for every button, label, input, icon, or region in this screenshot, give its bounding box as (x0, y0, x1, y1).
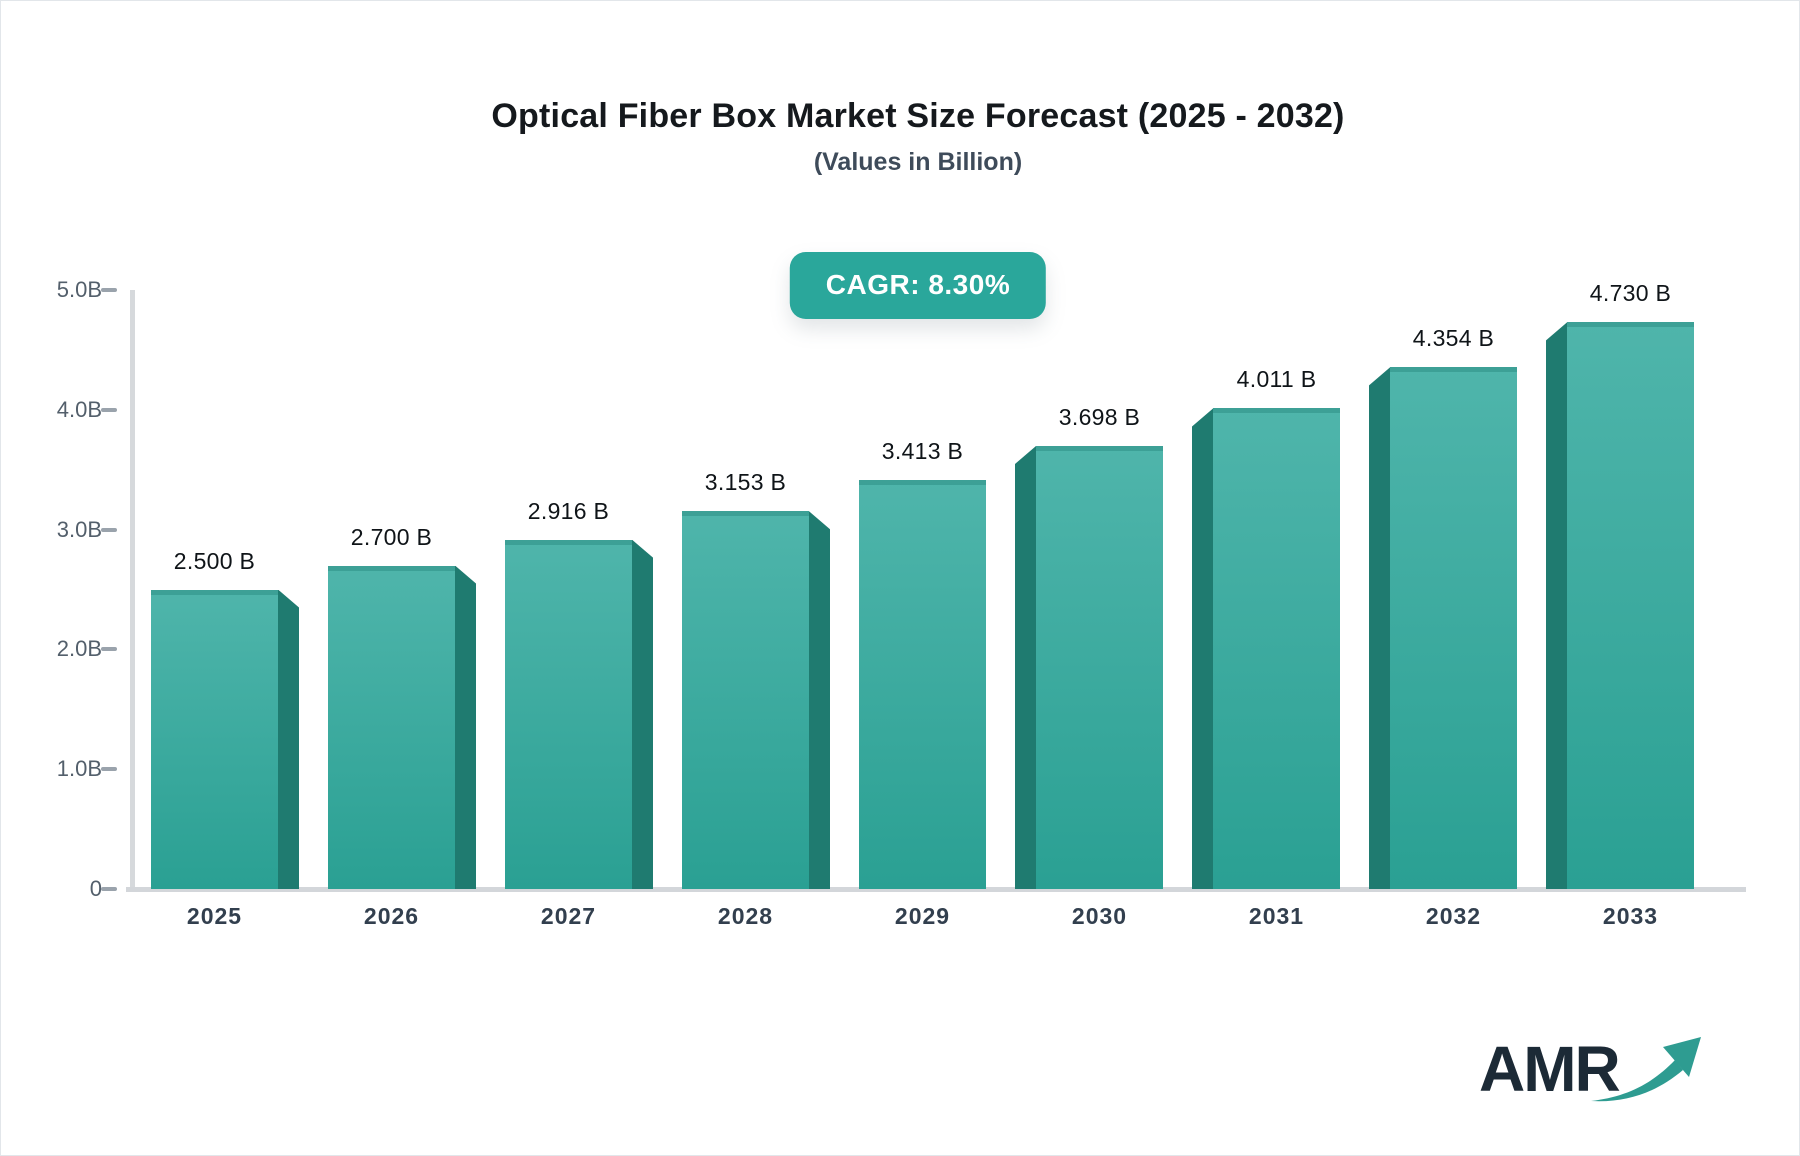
x-tick-label: 2029 (894, 903, 951, 929)
y-tick-label: 2.0B (56, 636, 102, 662)
bar-value-label: 3.153 B (704, 469, 787, 496)
y-tick-dash (101, 288, 117, 292)
bar-face (151, 589, 278, 889)
bar-face (505, 539, 632, 889)
y-tick-label: 1.0B (56, 756, 102, 782)
x-tick-label: 2030 (1071, 903, 1128, 929)
bar-side (455, 565, 476, 889)
bar-value-label: 3.413 B (881, 438, 964, 465)
y-tick-label: 4.0B (56, 396, 102, 422)
bar-face (1036, 445, 1163, 889)
bar-side (1369, 367, 1390, 889)
bar-side (1015, 445, 1036, 889)
growth-arrow-icon (1591, 1037, 1701, 1102)
bar-side (278, 589, 299, 889)
bar-face (1390, 367, 1517, 889)
x-tick-label: 2028 (717, 903, 774, 929)
bar-side (809, 511, 830, 889)
x-tick-label: 2031 (1248, 903, 1305, 929)
bar-value-label: 4.730 B (1589, 280, 1672, 307)
chart-title: Optical Fiber Box Market Size Forecast (… (491, 97, 1345, 135)
cagr-badge: CAGR: 8.30% (789, 252, 1047, 319)
x-tick-label: 2025 (186, 903, 243, 929)
amr-logo-text: AMR (1479, 1033, 1621, 1105)
x-axis-line (126, 887, 1746, 892)
bar-value-label: 3.698 B (1058, 403, 1141, 430)
bar-value-label: 4.354 B (1412, 325, 1495, 352)
y-tick-label: 3.0B (56, 516, 102, 542)
y-tick-label: 0 (89, 876, 102, 901)
y-tick-label: 5.0B (56, 277, 102, 302)
bar-face (859, 480, 986, 889)
bar-side (1546, 322, 1567, 889)
y-axis-line (130, 290, 135, 891)
y-tick-dash (101, 647, 117, 652)
y-tick-dash (101, 887, 117, 891)
bar-value-label: 2.500 B (173, 547, 256, 574)
chart-subtitle: (Values in Billion) (813, 148, 1023, 176)
bar-side (632, 539, 653, 889)
bar-face (682, 511, 809, 889)
amr-logo: AMR (1479, 1033, 1701, 1113)
bar-value-label: 4.011 B (1236, 366, 1317, 393)
plot-area: 5.0B 4.0B 3.0B 2.0B 1.0B 0 2.500 B 2025 2.700 B 2… (57, 277, 1746, 929)
x-tick-label: 2027 (540, 903, 597, 929)
bar-value-label: 2.700 B (350, 523, 433, 550)
bar-value-label: 2.916 B (527, 497, 610, 524)
y-tick-dash (101, 407, 117, 412)
bar-face (1213, 408, 1340, 889)
x-tick-label: 2033 (1602, 903, 1659, 929)
x-tick-label: 2032 (1425, 903, 1482, 929)
bar-face (1567, 322, 1694, 889)
y-tick-dash (101, 527, 117, 532)
bar-face (328, 565, 455, 889)
bar-side (1192, 408, 1213, 889)
x-tick-label: 2026 (363, 903, 420, 929)
y-tick-dash (101, 767, 117, 772)
